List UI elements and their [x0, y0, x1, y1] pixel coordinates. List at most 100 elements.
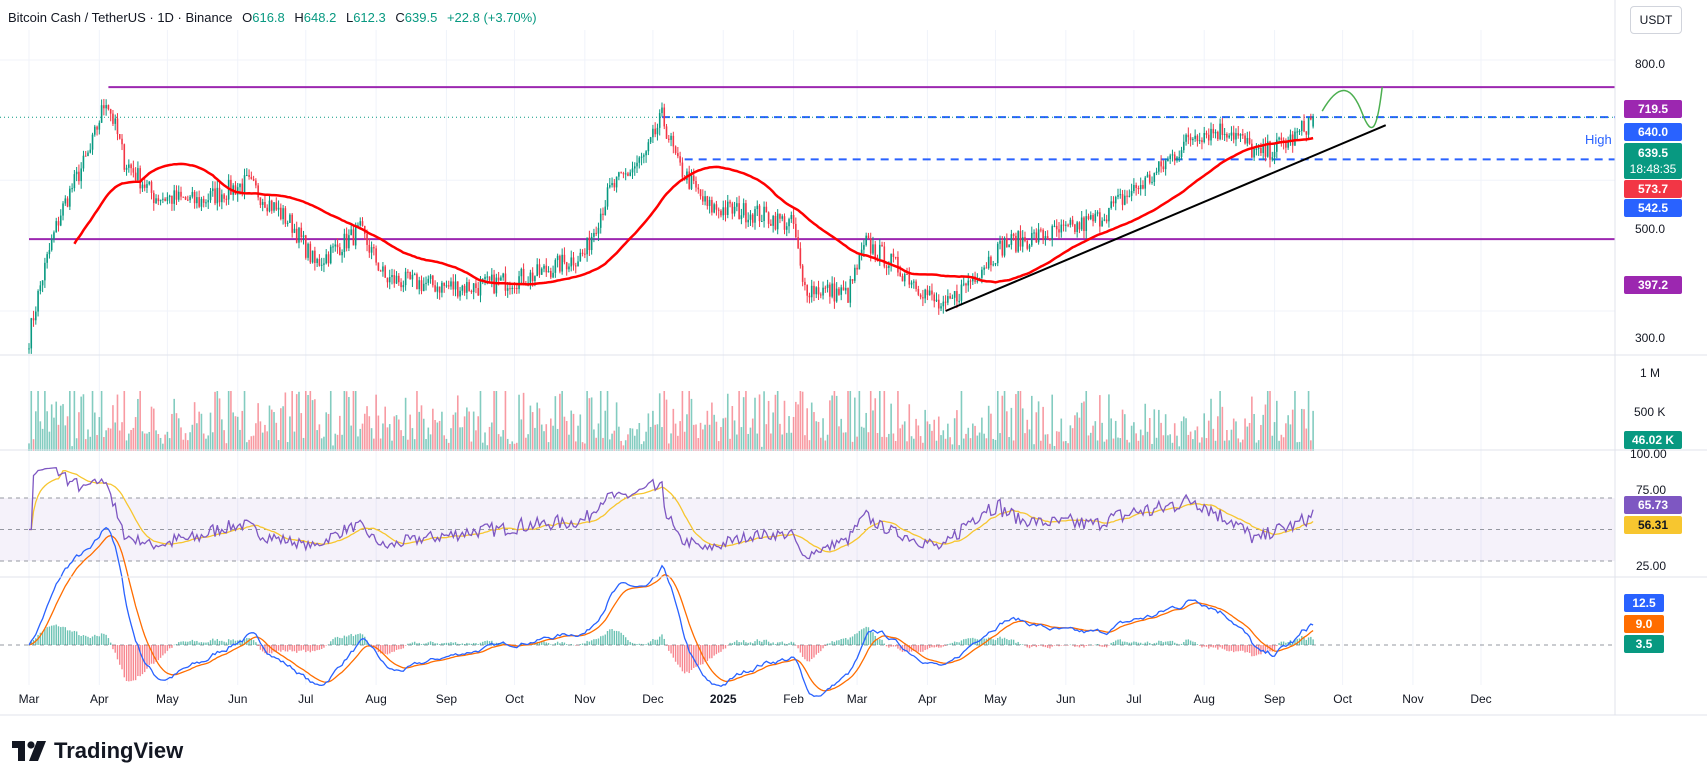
candle-body — [407, 271, 409, 273]
volume-bar — [137, 398, 139, 451]
candle-body — [62, 203, 64, 216]
macd-histogram-bar — [824, 645, 827, 646]
volume-tag: 46.02 K — [1624, 431, 1682, 449]
macd-histogram-bar — [1028, 645, 1031, 649]
candle-body — [770, 223, 772, 226]
volume-bar — [994, 439, 997, 451]
macd-histogram-bar — [327, 644, 330, 645]
candle-body — [858, 254, 861, 270]
volume-bar — [806, 408, 808, 451]
candle-body — [867, 235, 870, 239]
time-axis-label: Apr — [89, 692, 109, 706]
volume-bar — [609, 439, 611, 451]
macd-histogram-bar — [543, 641, 545, 645]
candle-body — [173, 190, 175, 204]
macd-histogram-bar — [1099, 645, 1101, 647]
trendline[interactable] — [945, 124, 1387, 312]
macd-histogram-bar — [999, 636, 1001, 645]
macd-histogram-bar — [436, 643, 439, 645]
tradingview-logo[interactable]: TradingView — [12, 738, 183, 764]
volume-bar — [586, 391, 588, 451]
candle-body — [252, 178, 255, 181]
macd-histogram-bar — [915, 645, 917, 652]
candle-body — [1110, 201, 1112, 208]
candle-body — [1235, 133, 1237, 140]
candle-body — [536, 264, 538, 277]
candle-body — [633, 166, 636, 169]
volume-bar — [286, 442, 289, 451]
candle-body — [956, 291, 958, 302]
macd-histogram-bar — [221, 640, 223, 645]
volume-bar — [241, 410, 244, 451]
macd-histogram-bar — [386, 645, 389, 655]
macd-histogram-bar — [486, 640, 488, 645]
macd-histogram-bar — [411, 642, 414, 645]
candle-body — [1069, 219, 1072, 225]
volume-bar — [987, 405, 990, 451]
macd-histogram-bar — [1239, 645, 1242, 651]
macd-histogram-bar — [78, 635, 80, 645]
volume-bar — [781, 434, 784, 451]
projection-curve — [1321, 86, 1383, 129]
macd-histogram-bar — [1189, 640, 1192, 645]
volume-bar — [209, 412, 212, 451]
volume-bar — [395, 415, 398, 451]
candle-body — [248, 175, 250, 177]
candle-body — [452, 281, 455, 290]
volume-bar — [869, 391, 872, 451]
macd-histogram-bar — [105, 634, 107, 645]
macd-histogram-bar — [731, 643, 734, 645]
macd-histogram-bar — [978, 639, 981, 645]
macd-histogram-bar — [606, 630, 609, 645]
time-axis-label: Oct — [1333, 692, 1352, 706]
trendline-path — [945, 124, 1387, 312]
candle-body — [207, 200, 210, 203]
volume-bar — [348, 397, 350, 451]
macd-histogram-bar — [938, 645, 940, 648]
volume-bar — [808, 440, 811, 451]
macd-histogram-bar — [933, 645, 935, 648]
volume-bar — [230, 391, 232, 451]
candle-body — [128, 164, 130, 168]
macd-histogram-bar — [1253, 645, 1255, 657]
candle-body — [529, 272, 532, 283]
candle-body — [953, 291, 956, 298]
macd-histogram-bar — [55, 624, 57, 645]
candle-body — [216, 187, 219, 204]
candle-body — [1217, 131, 1219, 140]
volume-bar — [1017, 391, 1019, 451]
volume-bar — [302, 437, 305, 451]
volume-bar — [1137, 440, 1140, 451]
symbol-title[interactable]: Bitcoin Cash / TetherUS · 1D · Binance — [8, 10, 233, 25]
macd-histogram-bar — [452, 642, 454, 645]
volume-bar — [627, 434, 629, 451]
candle-body — [829, 284, 831, 297]
volume-bar — [1114, 420, 1117, 451]
volume-bar — [1067, 443, 1069, 451]
macd-histogram-bar — [663, 638, 665, 645]
macd-histogram-bar — [60, 627, 62, 645]
candle-body — [747, 219, 749, 223]
candle-body — [205, 202, 207, 204]
candle-body — [595, 232, 597, 234]
volume-bar — [1019, 391, 1022, 451]
macd-histogram-bar — [677, 645, 679, 665]
macd-histogram-bar — [1257, 645, 1260, 655]
candle-body — [307, 243, 309, 258]
currency-unit-button[interactable]: USDT — [1630, 6, 1682, 34]
high-line-label: High — [1585, 132, 1612, 147]
macd-histogram-bar — [906, 645, 908, 651]
macd-histogram-bar — [958, 642, 960, 645]
volume-bar — [316, 430, 318, 451]
volume-bar — [1182, 416, 1185, 451]
volume-bar — [450, 428, 452, 451]
macd-histogram-bar — [311, 645, 314, 651]
volume-bar — [951, 444, 954, 451]
volume-bar — [1069, 425, 1072, 451]
volume-bar — [162, 443, 164, 451]
candle-body — [772, 215, 774, 226]
candle-body — [1024, 237, 1026, 242]
volume-bar — [216, 391, 219, 451]
candle-body — [1226, 134, 1228, 138]
